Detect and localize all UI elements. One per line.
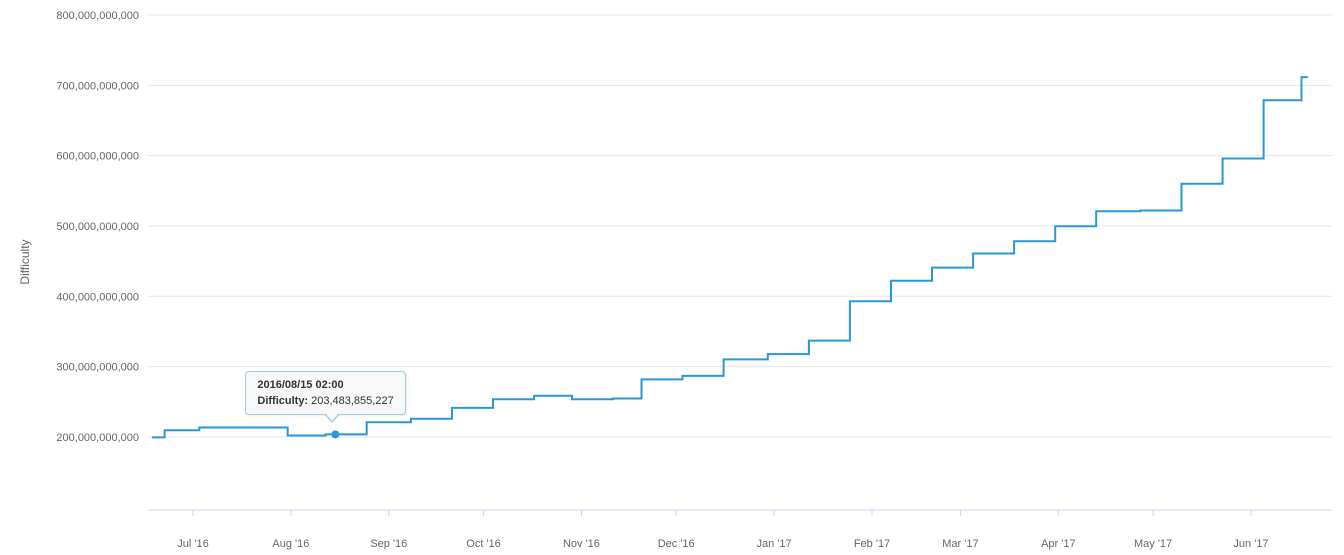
x-tick-label: Dec '16 [658, 538, 695, 550]
y-tick-label: 800,000,000,000 [56, 10, 139, 22]
x-tick-label: May '17 [1134, 538, 1172, 550]
y-tick-label: 400,000,000,000 [56, 291, 139, 303]
x-tick-label: Jun '17 [1233, 538, 1268, 550]
y-tick-label: 700,000,000,000 [56, 80, 139, 92]
tooltip-callout-arrow-fill [325, 413, 340, 422]
tooltip-series-label: Difficulty: [257, 395, 309, 408]
tooltip: 2016/08/15 02:00 Difficulty: 203,483,855,… [245, 371, 406, 424]
y-tick-label: 500,000,000,000 [56, 221, 139, 233]
difficulty-line[interactable] [151, 76, 1308, 439]
tooltip-value: 203,483,855,227 [311, 395, 394, 408]
x-tick-label: Apr '17 [1041, 538, 1076, 550]
x-tick-label: Jul '16 [177, 538, 208, 550]
tooltip-body: Difficulty: 203,483,855,227 [257, 395, 393, 407]
x-tick-label: Jan '17 [757, 538, 792, 550]
tooltip-date: 2016/08/15 02:00 [257, 379, 344, 392]
x-tick-label: Sep '16 [370, 538, 407, 550]
y-tick-label: 600,000,000,000 [56, 151, 139, 163]
y-tick-label: 300,000,000,000 [56, 362, 139, 374]
y-tick-label: 200,000,000,000 [56, 432, 139, 444]
tooltip-callout-arrow [324, 413, 341, 424]
x-tick-label: Feb '17 [854, 538, 890, 550]
x-tick-label: Nov '16 [563, 538, 600, 550]
hover-marker[interactable] [331, 430, 340, 439]
x-tick-label: Mar '17 [942, 538, 978, 550]
y-axis-title: Difficulty [18, 239, 32, 285]
x-tick-label: Oct '16 [466, 538, 501, 550]
x-tick-label: Aug '16 [272, 538, 309, 550]
